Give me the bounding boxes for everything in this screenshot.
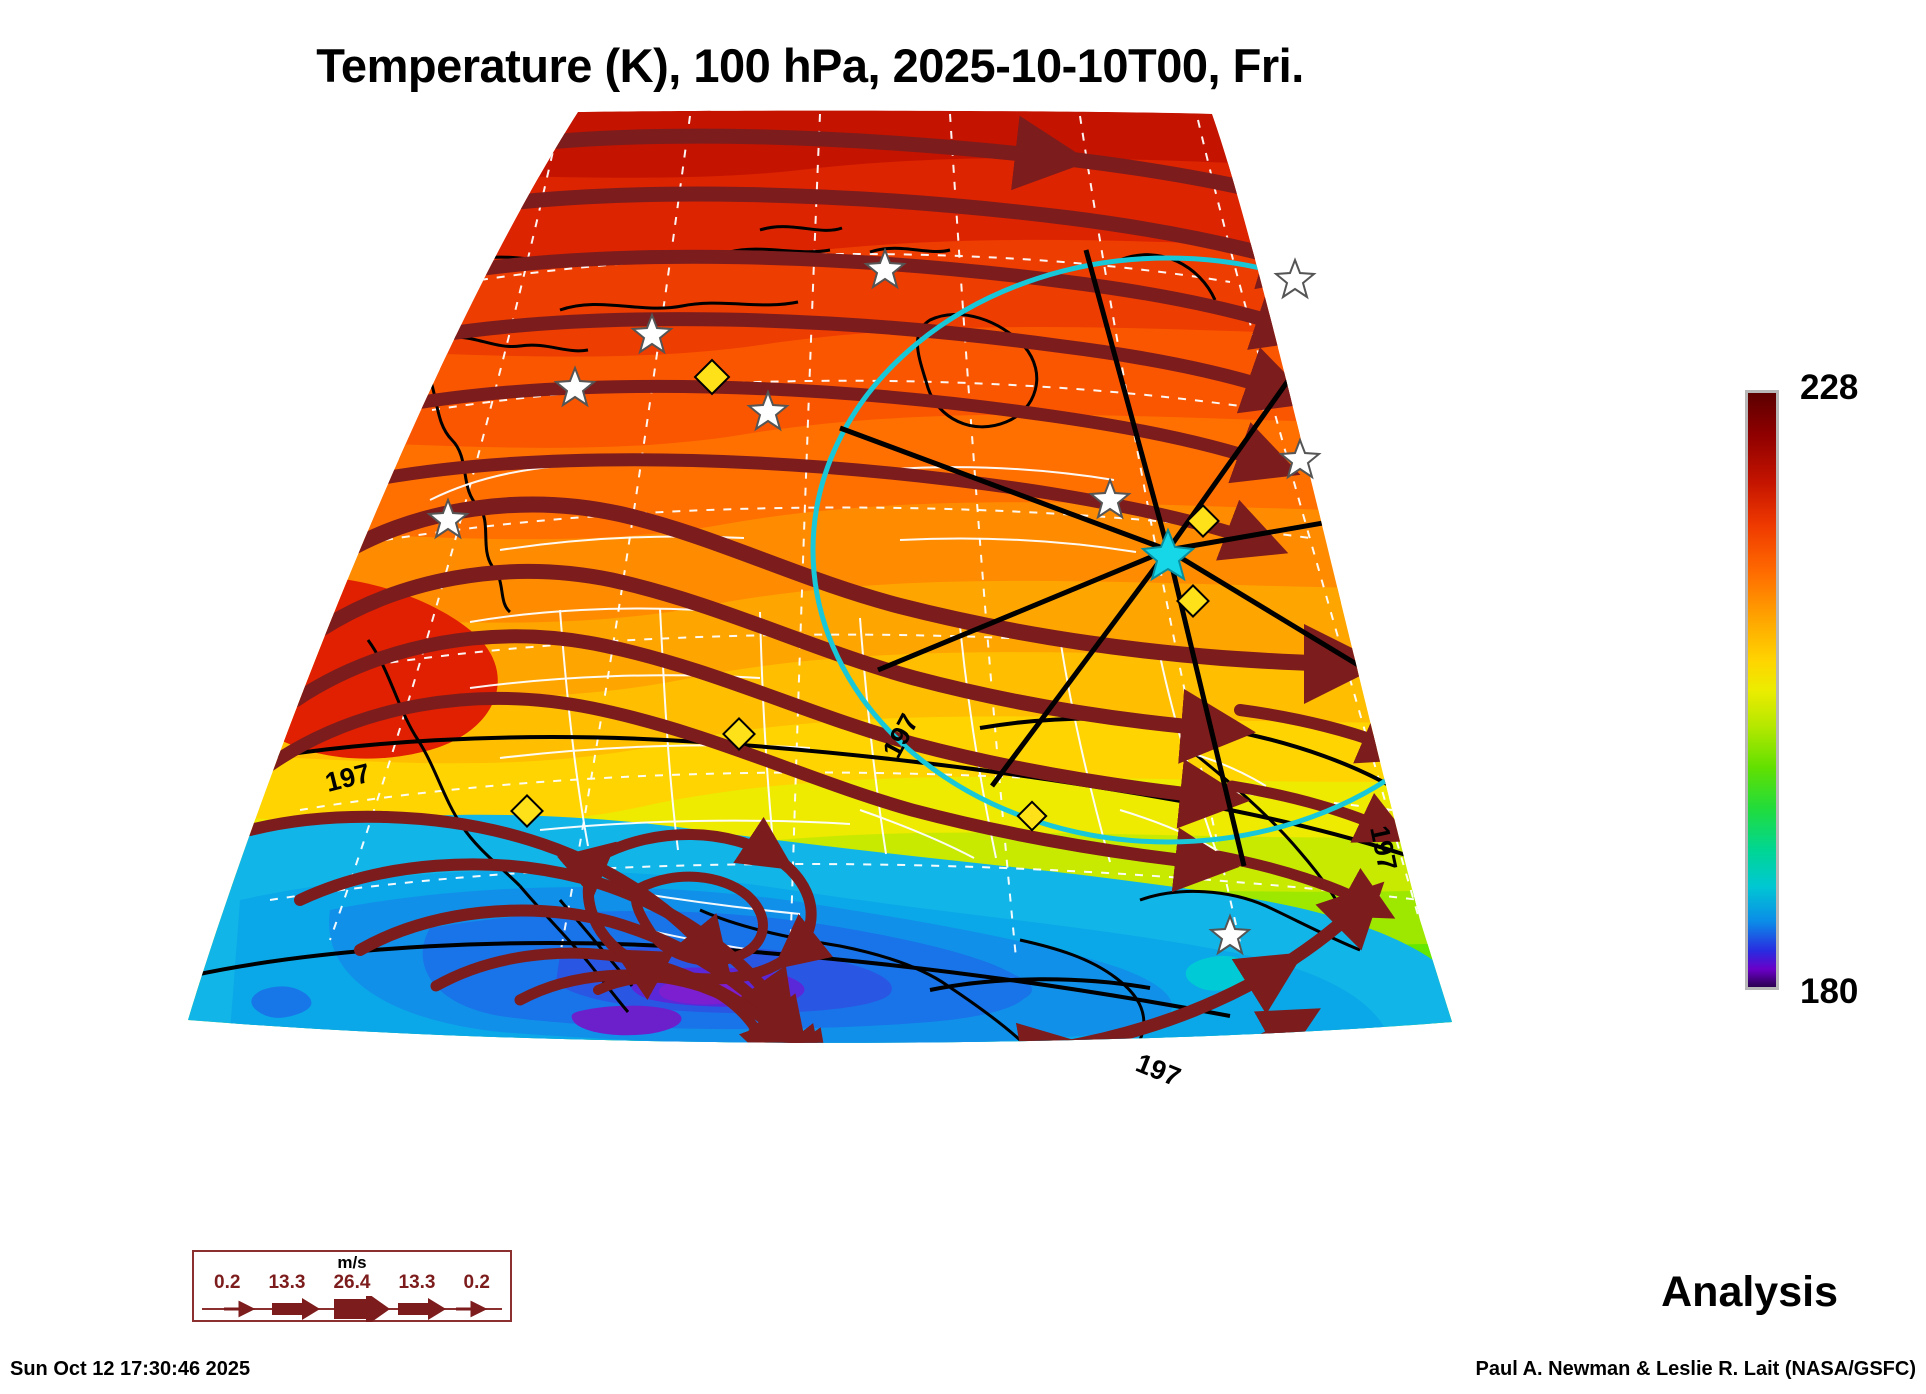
contour-label: 197 [1132,1048,1185,1093]
colorbar[interactable]: 228 180 [1745,368,1858,1011]
map-panel[interactable]: 197 197 197 197 [0,110,1700,1250]
wind-legend-values: 0.2 13.3 26.4 13.3 0.2 [194,1272,510,1294]
station-star-icon [630,312,674,355]
wind-legend-value: 26.4 [333,1272,371,1293]
footer-timestamp: Sun Oct 12 17:30:46 2025 [10,1358,251,1380]
station-star-icon [1278,437,1322,480]
flight-center-marker[interactable] [1140,527,1196,582]
waypoint-diamond-icon [510,794,544,828]
colorbar-gradient [1745,390,1779,990]
wind-legend-value: 13.3 [398,1272,436,1293]
station-star-icon [553,365,597,408]
wind-legend-value: 0.2 [463,1272,490,1293]
flight-range-circle[interactable] [810,255,1523,845]
station-star-icon [1273,257,1317,300]
station-markers[interactable] [426,247,1322,956]
waypoint-diamond-icon [1016,800,1048,832]
wind-legend-arrow-scale [194,1292,510,1327]
station-star-icon [746,389,790,432]
waypoint-diamond-icon [1176,584,1210,618]
waypoint-markers[interactable] [510,358,1220,832]
station-star-icon [863,247,907,290]
wind-legend-value: 0.2 [214,1272,241,1293]
markers-layer[interactable] [426,247,1322,956]
station-star-icon [1208,913,1252,956]
wind-legend-value: 13.3 [268,1272,306,1293]
station-star-icon [1088,477,1132,520]
colorbar-max-label: 228 [1800,368,1859,407]
waypoint-diamond-icon [722,717,756,751]
station-star-icon [426,497,470,540]
waypoint-diamond-icon [693,358,731,396]
waypoint-diamond-icon [1186,504,1220,538]
wind-legend-unit-label: m/s [337,1253,367,1272]
colorbar-min-label: 180 [1800,972,1859,1011]
analysis-label: Analysis [1661,1268,1838,1316]
page-title: Temperature (K), 100 hPa, 2025-10-10T00,… [316,39,1304,92]
wind-speed-legend: m/s 0.2 13.3 26.4 13.3 0.2 [192,1250,512,1326]
footer-credit: Paul A. Newman & Leslie R. Lait (NASA/GS… [1475,1358,1916,1380]
center-star-icon [1140,527,1196,582]
